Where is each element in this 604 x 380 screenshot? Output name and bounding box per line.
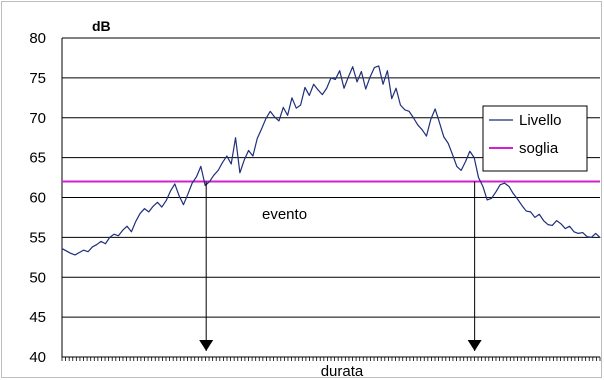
- y-tick-label: 75: [29, 70, 46, 87]
- y-tick-label: 50: [29, 269, 46, 286]
- legend-layer: Livello soglia: [482, 105, 588, 172]
- axis-layer: 40 45 50 55 60 65 70 75 80 dB durata: [29, 18, 601, 380]
- y-axis-title: dB: [92, 18, 111, 34]
- x-axis-title: durata: [321, 363, 364, 380]
- y-tick-label: 60: [29, 190, 46, 207]
- level-series-line: [61, 65, 601, 256]
- legend-label-soglia: soglia: [519, 140, 559, 157]
- event-arrow-head-1: [199, 340, 214, 351]
- series-layer: [61, 65, 601, 256]
- y-tick-label: 45: [29, 309, 46, 326]
- legend-box: [482, 105, 588, 172]
- annotation-layer: evento: [199, 181, 482, 351]
- y-tick-label: 55: [29, 229, 46, 246]
- legend-label-livello: Livello: [519, 112, 562, 129]
- grid-layer: [62, 37, 600, 358]
- event-arrow-head-2: [467, 340, 482, 351]
- y-tick-label: 40: [29, 349, 46, 366]
- y-tick-label: 65: [29, 150, 46, 167]
- y-tick-label: 80: [29, 30, 46, 47]
- event-label: evento: [262, 206, 307, 223]
- y-tick-label: 70: [29, 110, 46, 127]
